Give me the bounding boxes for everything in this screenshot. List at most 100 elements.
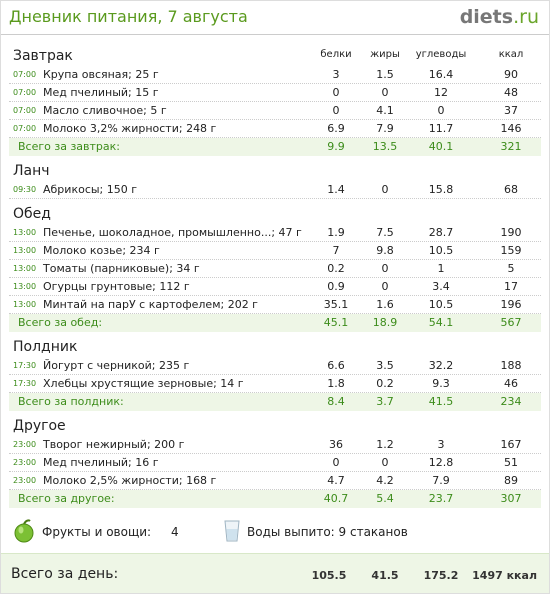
total-value: 234	[500, 395, 522, 408]
fruits-value: 4	[171, 525, 179, 539]
cell-value: 9.8	[376, 244, 394, 257]
logo: diets.ru	[460, 4, 539, 30]
cell-value: 10.5	[428, 244, 454, 257]
total-label: Всего за завтрак:	[18, 140, 121, 153]
row-line	[9, 83, 541, 84]
time: 09:30	[13, 185, 37, 194]
apple-svg	[14, 519, 34, 543]
cell-value: 6.6	[327, 359, 345, 372]
cell-value: 0.2	[327, 262, 345, 275]
cell-value: 1.5	[376, 68, 394, 81]
time: 13:00	[13, 246, 37, 255]
cell-value: 68	[504, 183, 518, 196]
section-title: Ланч	[13, 163, 50, 179]
total-value: 41.5	[428, 395, 454, 408]
total-value: 13.5	[372, 140, 398, 153]
total-label: Всего за полдник:	[18, 395, 124, 408]
row-line	[9, 241, 541, 242]
day-total-value: 41.5	[371, 569, 399, 582]
cell-value: 1	[437, 262, 445, 275]
column-header: жиры	[370, 49, 400, 60]
cell-value: 4.7	[327, 474, 345, 487]
cell-value: 17	[504, 280, 518, 293]
cell-value: 4.1	[376, 104, 394, 117]
cell-value: 1.2	[376, 438, 394, 451]
time: 13:00	[13, 228, 37, 237]
cell-value: 16.4	[428, 68, 454, 81]
divider	[1, 34, 549, 35]
cell-value: 188	[500, 359, 522, 372]
row-line	[9, 259, 541, 260]
section-title: Завтрак	[13, 48, 73, 64]
cell-value: 37	[504, 104, 518, 117]
cell-value: 146	[500, 122, 522, 135]
total-value: 8.4	[327, 395, 345, 408]
column-header: белки	[320, 49, 352, 60]
cell-value: 35.1	[323, 298, 349, 311]
section-title: Другое	[13, 418, 66, 434]
time: 13:00	[13, 300, 37, 309]
cell-value: 0	[332, 456, 340, 469]
food: Крупа овсяная; 25 г	[43, 68, 159, 81]
cell-value: 4.2	[376, 474, 394, 487]
cell-value: 0	[381, 280, 389, 293]
cell-value: 10.5	[428, 298, 454, 311]
total-value: 3.7	[376, 395, 394, 408]
food: Масло сливочное; 5 г	[43, 104, 167, 117]
row-line	[9, 471, 541, 472]
total-label: Всего за другое:	[18, 492, 115, 505]
cell-value: 0	[381, 262, 389, 275]
total-value: 9.9	[327, 140, 345, 153]
cell-value: 36	[329, 438, 343, 451]
cell-value: 9.3	[432, 377, 450, 390]
row-line	[9, 277, 541, 278]
time: 23:00	[13, 458, 37, 467]
food: Печенье, шоколадное, промышленно...; 47 …	[43, 226, 302, 239]
cell-value: 196	[500, 298, 522, 311]
total-value: 40.7	[323, 492, 349, 505]
row-line	[9, 489, 541, 490]
food: Томаты (парниковые); 34 г	[43, 262, 200, 275]
cell-value: 0	[381, 86, 389, 99]
section-title: Обед	[13, 206, 51, 222]
row-line	[9, 137, 541, 138]
total-bg	[9, 314, 541, 332]
cell-value: 1.8	[327, 377, 345, 390]
page-title: Дневник питания, 7 августа	[9, 7, 248, 26]
glass-svg	[224, 520, 240, 542]
time: 13:00	[13, 282, 37, 291]
time: 07:00	[13, 106, 37, 115]
total-value: 54.1	[428, 316, 454, 329]
column-header: углеводы	[415, 49, 467, 60]
cell-value: 0	[381, 456, 389, 469]
day-total-label: Всего за день:	[11, 566, 119, 582]
cell-value: 0	[381, 183, 389, 196]
column-header: ккал	[498, 49, 524, 60]
total-value: 45.1	[323, 316, 349, 329]
cell-value: 1.9	[327, 226, 345, 239]
row-line	[9, 198, 541, 199]
cell-value: 0	[332, 86, 340, 99]
cell-value: 5	[507, 262, 515, 275]
total-value: 567	[500, 316, 522, 329]
food: Хлебцы хрустящие зерновые; 14 г	[43, 377, 244, 390]
cell-value: 28.7	[428, 226, 454, 239]
cell-value: 15.8	[428, 183, 454, 196]
food: Минтай на парУ с картофелем; 202 г	[43, 298, 258, 311]
time: 07:00	[13, 88, 37, 97]
logo-suffix: .ru	[513, 6, 539, 28]
time: 23:00	[13, 476, 37, 485]
cell-value: 7	[332, 244, 340, 257]
food: Огурцы грунтовые; 112 г	[43, 280, 190, 293]
total-value: 23.7	[428, 492, 454, 505]
fruits-label: Фрукты и овощи:	[42, 525, 152, 539]
apple-icon	[13, 519, 35, 543]
cell-value: 7.9	[432, 474, 450, 487]
total-value: 18.9	[372, 316, 398, 329]
cell-value: 0	[437, 104, 445, 117]
logo-main: diets	[459, 6, 514, 28]
cell-value: 0.2	[376, 377, 394, 390]
food: Абрикосы; 150 г	[43, 183, 138, 196]
row-line	[9, 453, 541, 454]
